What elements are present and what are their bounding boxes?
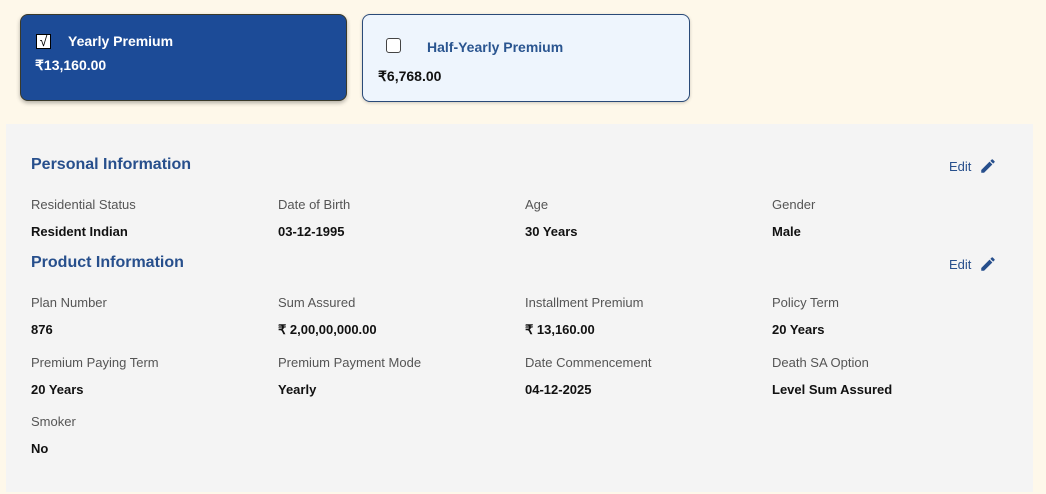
- pencil-icon: [979, 157, 997, 175]
- field-value: Resident Indian: [31, 224, 128, 239]
- field-value: 03-12-1995: [278, 224, 345, 239]
- yearly-premium-checkbox[interactable]: √: [36, 34, 51, 49]
- field-value: 876: [31, 322, 53, 337]
- personal-edit-button[interactable]: Edit: [949, 157, 997, 175]
- pencil-icon: [979, 255, 997, 273]
- edit-label: Edit: [949, 158, 972, 174]
- yearly-premium-amount: ₹13,160.00: [35, 57, 107, 73]
- product-section-title: Product Information: [31, 254, 184, 271]
- field-value: No: [31, 441, 49, 456]
- edit-label: Edit: [949, 256, 972, 272]
- half-yearly-premium-amount: ₹6,768.00: [378, 68, 442, 84]
- field-value: 30 Years: [525, 224, 578, 239]
- product-edit-button[interactable]: Edit: [949, 255, 997, 273]
- field-label: Death SA Option: [772, 355, 869, 370]
- field-value: 20 Years: [772, 322, 825, 337]
- half-yearly-premium-card[interactable]: Half-Yearly Premium ₹6,768.00: [362, 14, 690, 102]
- field-label: Premium Payment Mode: [278, 355, 422, 370]
- field-label: Date Commencement: [525, 355, 652, 370]
- half-yearly-premium-label: Half-Yearly Premium: [427, 39, 564, 55]
- details-panel: Personal Information Edit Residential Stat…: [6, 124, 1033, 492]
- field-label: Policy Term: [772, 295, 839, 310]
- field-label: Sum Assured: [278, 295, 356, 310]
- yearly-premium-card[interactable]: √ Yearly Premium ₹13,160.00: [20, 14, 347, 101]
- field-value: Level Sum Assured: [772, 382, 893, 397]
- field-label: Age: [525, 197, 549, 212]
- field-label: Premium Paying Term: [31, 355, 159, 370]
- field-value: Male: [772, 224, 801, 239]
- field-value: ₹ 13,160.00: [525, 322, 595, 337]
- field-label: Installment Premium: [525, 295, 644, 310]
- field-value: Yearly: [278, 382, 317, 397]
- field-value: 04-12-2025: [525, 382, 592, 397]
- field-label: Smoker: [31, 414, 76, 429]
- half-yearly-premium-checkbox[interactable]: [386, 38, 401, 53]
- yearly-premium-label: Yearly Premium: [68, 33, 174, 49]
- field-value: 20 Years: [31, 382, 84, 397]
- field-label: Residential Status: [31, 197, 136, 212]
- field-label: Plan Number: [31, 295, 107, 310]
- personal-section-title: Personal Information: [31, 156, 192, 173]
- field-label: Date of Birth: [278, 197, 351, 212]
- field-label: Gender: [772, 197, 816, 212]
- field-value: ₹ 2,00,00,000.00: [278, 322, 377, 337]
